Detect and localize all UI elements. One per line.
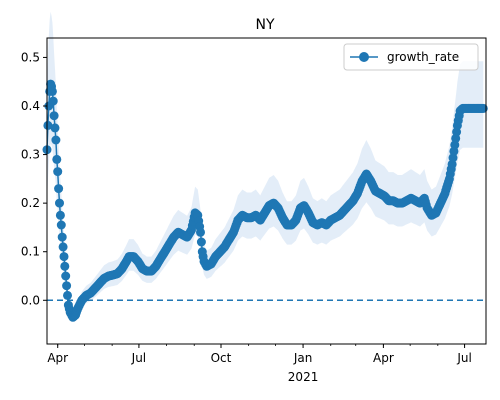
y-tick-label: 0.0 [21, 293, 40, 307]
data-point [58, 242, 68, 252]
data-point [49, 111, 59, 121]
y-tick-label: 0.3 [21, 148, 40, 162]
data-point [196, 237, 206, 247]
chart-title: NY [255, 17, 274, 33]
data-point [196, 227, 205, 237]
data-point [53, 167, 63, 177]
x-tick-sublabel: 2021 [288, 370, 319, 384]
x-tick-label: Apr [373, 351, 394, 365]
data-point [59, 252, 69, 262]
y-tick-label: 0.5 [21, 50, 40, 64]
data-point [60, 261, 70, 271]
y-tick-label: 0.4 [21, 99, 40, 113]
data-point [62, 281, 72, 291]
data-point [43, 120, 53, 130]
data-point [47, 86, 57, 96]
x-tick-label: Jul [456, 351, 471, 365]
legend: growth_rate [343, 43, 479, 71]
legend-box [343, 43, 479, 71]
plot-frame [46, 37, 487, 345]
data-point [55, 210, 65, 220]
legend-label: growth_rate [387, 50, 459, 64]
data-point [52, 154, 62, 164]
data-point [56, 220, 66, 230]
x-tick-label: Apr [47, 351, 68, 365]
data-point [51, 135, 61, 145]
data-point [57, 232, 67, 242]
x-tick-label: Jan [293, 351, 313, 365]
y-axis: 0.0 0.1 0.2 0.3 0.4 0.5 [21, 50, 47, 307]
data-point [55, 198, 64, 208]
data-point [61, 271, 71, 281]
series-layer [42, 79, 488, 322]
legend-marker-icon [359, 52, 369, 62]
data-point [63, 290, 72, 300]
data-point [54, 184, 64, 194]
data-point [50, 123, 60, 133]
y-tick-label: 0.2 [21, 196, 40, 210]
data-point [48, 96, 58, 106]
x-tick-label: Jul [131, 351, 146, 365]
y-tick-label: 0.1 [21, 245, 40, 259]
x-tick-label: Oct [211, 351, 232, 365]
x-axis: Apr Jul Oct Jan 2021 Apr Jul [47, 344, 472, 384]
